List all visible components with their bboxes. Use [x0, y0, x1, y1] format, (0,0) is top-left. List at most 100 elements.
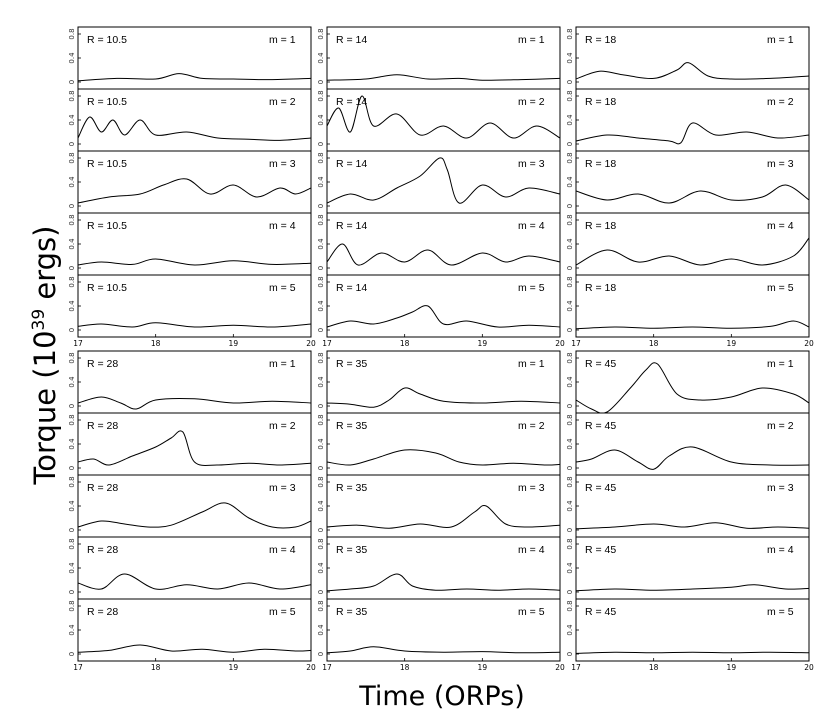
panel-mode-label: m = 3 — [767, 158, 794, 170]
panel-mode-label: m = 4 — [767, 544, 794, 556]
series-line — [576, 237, 809, 266]
y-tick-label: 0.4 — [68, 176, 76, 188]
y-tick-label: 0.8 — [566, 476, 574, 487]
panel-radius-label: R = 45 — [585, 606, 616, 618]
panel: 0 0.4 0.8 R = 45 m = 2 — [566, 412, 810, 476]
panel: 0 0.4 0.8 R = 18 m = 5 — [566, 274, 810, 338]
y-tick-label: 0.4 — [317, 438, 325, 450]
series-line — [78, 73, 311, 82]
y-tick-label: 0.4 — [68, 624, 76, 636]
y-tick-label: 0.8 — [317, 214, 325, 225]
panel-radius-label: R = 28 — [87, 358, 118, 370]
panel-mode-label: m = 3 — [767, 482, 794, 494]
y-tick-label: 0 — [317, 204, 325, 208]
y-tick-label: 0.4 — [317, 500, 325, 512]
panel: 0 0.4 0.8 R = 10.5 m = 2 — [68, 88, 312, 152]
panel: 0 0.4 0.8 R = 18 m = 4 — [566, 212, 810, 276]
x-tick-label: 20 — [804, 663, 814, 672]
panel: 0 0.4 0.8 R = 18 m = 2 — [566, 88, 810, 152]
panel: 0 0.4 0.8 R = 28 m = 3 — [68, 474, 312, 538]
panel-mode-label: m = 5 — [269, 606, 296, 618]
x-tick-label: 19 — [478, 663, 488, 672]
x-tick-label: 17 — [571, 663, 581, 672]
panel-radius-label: R = 10.5 — [87, 220, 127, 232]
y-tick-label: 0 — [317, 466, 325, 470]
x-tick-label: 19 — [478, 339, 488, 348]
panel-radius-label: R = 35 — [336, 606, 367, 618]
panel-mode-label: m = 2 — [518, 420, 545, 432]
panel: 0 0.4 0.8 R = 10.5 m = 5 — [68, 274, 312, 338]
y-tick-label: 0.4 — [566, 376, 574, 388]
x-tick-label: 20 — [306, 339, 316, 348]
panel: 0 0.4 0.8 R = 14 m = 5 — [317, 274, 561, 338]
x-tick-label: 18 — [151, 339, 161, 348]
y-tick-label: 0 — [317, 590, 325, 594]
y-tick-label: 0.8 — [68, 152, 76, 163]
y-tick-label: 0.8 — [68, 600, 76, 611]
panel-mode-label: m = 2 — [518, 96, 545, 108]
panel-radius-label: R = 10.5 — [87, 96, 127, 108]
x-tick-label: 17 — [571, 339, 581, 348]
x-tick-label: 17 — [322, 339, 332, 348]
y-tick-label: 0.4 — [68, 238, 76, 250]
series-line — [327, 95, 560, 139]
y-tick-label: 0.4 — [317, 114, 325, 126]
y-tick-label: 0.4 — [68, 438, 76, 450]
y-tick-label: 0 — [317, 328, 325, 332]
panel-mode-label: m = 2 — [269, 96, 296, 108]
panel: 0 0.4 0.8 R = 28 m = 5 — [68, 598, 312, 662]
y-tick-label: 0 — [68, 404, 76, 408]
panel-radius-label: R = 35 — [336, 358, 367, 370]
y-axis-title-base: Torque (10 — [28, 330, 62, 485]
panel-mode-label: m = 1 — [767, 358, 794, 370]
y-tick-label: 0.4 — [566, 624, 574, 636]
y-tick-label: 0.8 — [68, 276, 76, 287]
x-tick-label: 18 — [400, 339, 410, 348]
y-tick-label: 0.4 — [317, 300, 325, 312]
series-line — [78, 644, 311, 653]
panel: 0 0.4 0.8 R = 10.5 m = 4 — [68, 212, 312, 276]
y-tick-label: 0.8 — [317, 414, 325, 425]
y-tick-label: 0.8 — [68, 414, 76, 425]
y-tick-label: 0.8 — [566, 276, 574, 287]
y-axis-title-exponent: 39 — [29, 309, 49, 331]
y-tick-label: 0 — [566, 266, 574, 270]
panel: 0 0.4 0.8 R = 14 m = 2 — [317, 88, 561, 152]
y-tick-label: 0.8 — [68, 352, 76, 363]
y-tick-label: 0.8 — [317, 600, 325, 611]
x-tick-label: 18 — [649, 339, 659, 348]
y-tick-label: 0.4 — [68, 500, 76, 512]
panel: 0 0.4 0.8 R = 28 m = 4 — [68, 536, 312, 600]
panel-radius-label: R = 10.5 — [87, 282, 127, 294]
x-tick-label: 17 — [73, 339, 83, 348]
panel-mode-label: m = 5 — [767, 606, 794, 618]
panel: 0 0.4 0.8 R = 45 m = 4 — [566, 536, 810, 600]
panel: 0 0.4 0.8 R = 35 m = 4 — [317, 536, 561, 600]
y-tick-label: 0.8 — [68, 476, 76, 487]
panel-radius-label: R = 18 — [585, 158, 616, 170]
series-line — [327, 157, 560, 204]
series-line — [327, 305, 560, 328]
panel-radius-label: R = 14 — [336, 220, 367, 232]
x-tick-label: 20 — [306, 663, 316, 672]
y-tick-label: 0.4 — [566, 176, 574, 188]
y-tick-label: 0 — [317, 404, 325, 408]
y-tick-label: 0 — [68, 466, 76, 470]
panel: 0 0.4 0.8 R = 28 m = 1 — [68, 350, 312, 414]
x-tick-label: 17 — [322, 663, 332, 672]
series-line — [327, 387, 560, 408]
y-tick-label: 0 — [68, 266, 76, 270]
y-tick-label: 0.8 — [317, 352, 325, 363]
series-line — [327, 573, 560, 592]
y-tick-label: 0 — [566, 652, 574, 656]
y-tick-label: 0 — [566, 466, 574, 470]
series-line — [78, 116, 311, 141]
y-tick-label: 0.8 — [566, 600, 574, 611]
panel-radius-label: R = 45 — [585, 482, 616, 494]
y-tick-label: 0.8 — [317, 152, 325, 163]
series-line — [78, 178, 311, 204]
y-tick-label: 0.8 — [68, 214, 76, 225]
panel-mode-label: m = 1 — [518, 34, 545, 46]
y-tick-label: 0.4 — [566, 238, 574, 250]
y-axis-title-unit: ergs) — [28, 226, 62, 309]
